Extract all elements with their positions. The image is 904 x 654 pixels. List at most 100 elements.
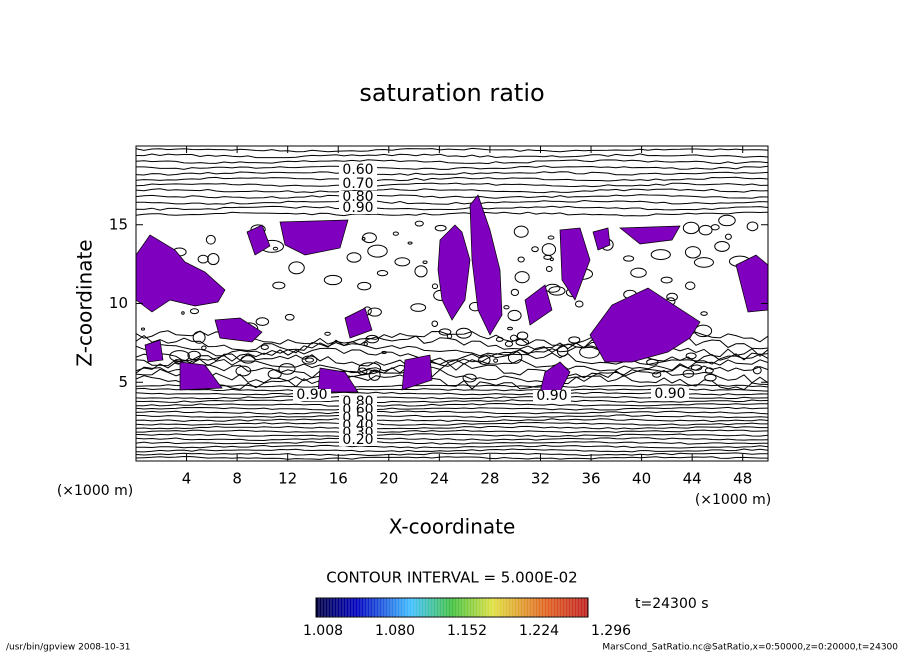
contour-loop bbox=[357, 281, 372, 291]
contour-loop bbox=[438, 328, 452, 336]
contour-loop bbox=[514, 271, 530, 284]
colorbar-tick-label: 1.080 bbox=[375, 623, 415, 639]
contour-loop bbox=[189, 308, 200, 315]
contour-loop bbox=[478, 355, 491, 365]
contour-loop bbox=[544, 283, 561, 293]
x-tick-label: 8 bbox=[232, 470, 242, 488]
contour-line bbox=[136, 402, 768, 407]
shaded-region bbox=[589, 287, 701, 363]
contour-loop bbox=[324, 331, 331, 336]
contour-label-bg bbox=[339, 178, 377, 190]
contour-loop bbox=[462, 373, 477, 383]
shaded-region bbox=[539, 361, 571, 393]
shaded-region bbox=[735, 254, 768, 313]
contour-line bbox=[136, 153, 768, 159]
contour-label-bg bbox=[293, 389, 331, 401]
contour-loop bbox=[197, 254, 209, 264]
y-tick-label: 10 bbox=[109, 294, 128, 312]
shaded-region bbox=[279, 219, 349, 256]
x-axis-label: X-coordinate bbox=[389, 515, 516, 539]
contour-loop bbox=[272, 246, 279, 251]
x-tick-label: 16 bbox=[329, 470, 348, 488]
contour-loop bbox=[414, 220, 424, 227]
contour-line bbox=[136, 159, 768, 165]
contour-loop bbox=[288, 261, 305, 275]
contour-loop bbox=[431, 320, 439, 327]
y-unit: (×1000 m) bbox=[57, 483, 133, 499]
contour-line bbox=[136, 418, 768, 423]
x-tick-label: 4 bbox=[182, 470, 192, 488]
contour-loop bbox=[240, 355, 256, 364]
contour-loop bbox=[407, 241, 413, 245]
contour-loop bbox=[685, 352, 697, 360]
y-tick-label: 5 bbox=[118, 373, 128, 391]
contour-line bbox=[136, 188, 768, 194]
contour-loop bbox=[493, 358, 499, 363]
contour-loop bbox=[666, 292, 678, 302]
contour-line bbox=[136, 205, 768, 211]
contour-loop bbox=[693, 257, 714, 268]
contour-loop bbox=[284, 313, 295, 321]
x-tick-label: 48 bbox=[733, 470, 752, 488]
shaded-region bbox=[559, 227, 591, 301]
shaded-region bbox=[179, 361, 223, 391]
contour-line bbox=[136, 406, 768, 411]
contour-loop bbox=[394, 257, 411, 267]
contour-loop bbox=[192, 331, 206, 344]
contour-loop bbox=[684, 281, 696, 290]
contour-loop bbox=[207, 252, 220, 266]
contour-line bbox=[136, 437, 768, 442]
x-unit: (×1000 m) bbox=[695, 492, 771, 508]
contour-label-bg bbox=[339, 202, 377, 214]
contour-loop bbox=[205, 234, 216, 245]
contour-loop bbox=[652, 371, 662, 378]
contour-loop bbox=[267, 369, 282, 380]
contour-loop bbox=[504, 340, 514, 347]
contour-loop bbox=[718, 214, 736, 227]
contour-line bbox=[136, 421, 768, 426]
contour-loop bbox=[260, 344, 269, 350]
contour-loop bbox=[358, 362, 382, 375]
contour-loop bbox=[710, 224, 720, 231]
contour-loop bbox=[682, 369, 695, 378]
contour-label: 0.70 bbox=[342, 176, 373, 192]
x-tick-label: 44 bbox=[683, 470, 702, 488]
x-tick-label: 40 bbox=[632, 470, 651, 488]
contour-line bbox=[136, 147, 768, 153]
contour-line bbox=[136, 452, 768, 457]
contour-line bbox=[136, 399, 768, 403]
contour-loop bbox=[507, 351, 523, 364]
contour-loop bbox=[346, 252, 362, 263]
colorbar-tick-label: 1.008 bbox=[303, 623, 343, 639]
contour-loop bbox=[704, 373, 717, 382]
contour-line bbox=[136, 414, 768, 419]
contour-loop bbox=[392, 231, 399, 236]
contour-loop bbox=[367, 244, 388, 258]
colorbar bbox=[315, 597, 589, 618]
contour-line bbox=[136, 444, 768, 449]
contour-loop bbox=[357, 367, 368, 376]
contour-loop bbox=[646, 358, 659, 366]
contour-loop bbox=[422, 260, 428, 264]
contour-loop bbox=[255, 317, 270, 326]
contour-loop bbox=[140, 327, 146, 331]
contour-loop bbox=[690, 364, 703, 371]
contour-loop bbox=[235, 365, 252, 377]
contour-loop bbox=[381, 350, 387, 355]
contour-line bbox=[136, 429, 768, 434]
contour-loop bbox=[724, 233, 732, 240]
contour-loop bbox=[541, 243, 557, 256]
contour-label: 0.90 bbox=[296, 387, 327, 403]
shaded-region bbox=[524, 284, 553, 326]
shaded-region bbox=[136, 234, 226, 313]
contour-line bbox=[136, 211, 768, 217]
shaded-region bbox=[246, 224, 271, 256]
shaded-region bbox=[592, 227, 611, 251]
x-tick-label: 32 bbox=[531, 470, 550, 488]
contour-loop bbox=[515, 338, 530, 346]
footer-right: MarsCond_SatRatio.nc@SatRatio,x=0:50000,… bbox=[602, 643, 898, 653]
contour-line bbox=[136, 448, 768, 453]
contour-loop bbox=[752, 366, 762, 375]
contour-line bbox=[136, 176, 768, 182]
